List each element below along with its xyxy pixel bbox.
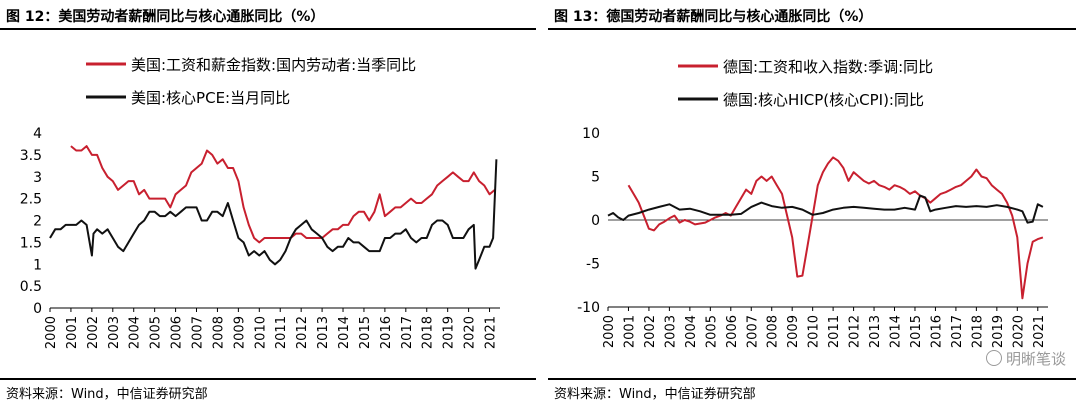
x-tick-label: 2004 (128, 316, 143, 349)
x-tick-label: 2009 (232, 316, 247, 349)
legend-label: 德国:工资和收入指数:季调:同比 (723, 58, 933, 76)
x-tick-label: 2018 (970, 315, 985, 348)
y-tick-label: 3 (33, 170, 42, 186)
x-tick-label: 2014 (889, 315, 904, 348)
x-tick-label: 2013 (868, 315, 883, 348)
y-tick-label: 10 (582, 126, 600, 142)
x-tick-label: 2020 (1011, 315, 1026, 348)
x-tick-label: 2016 (929, 315, 944, 348)
watermark-text: 明晰笔谈 (1005, 350, 1066, 368)
title-rule (548, 28, 1076, 30)
chart-panel-us: 图 12：美国劳动者薪酬同比与核心通胀同比（%） 0 0.5 1 1.5 2 2.5 3 3.… (0, 9, 536, 402)
x-tick-label: 2007 (745, 315, 760, 348)
us-wage-vs-core-pce-chart: 0 0.5 1 1.5 2 2.5 3 3.5 4 2000 2001 2002 2003 2004 200… (20, 56, 500, 349)
y-tick-label: 5 (591, 170, 600, 186)
legend-label: 美国:核心PCE:当月同比 (131, 89, 290, 107)
source-rule (0, 378, 536, 380)
y-tick-label: 1 (33, 257, 42, 273)
y-tick-label: 0 (591, 213, 600, 229)
x-tick-label: 2015 (358, 316, 373, 349)
germany-wage-vs-core-hicp-chart: -10 -5 0 5 10 2000 2001 2002 2003 2004 2005 2006 200… (577, 58, 1048, 348)
x-tick-label: 2016 (379, 316, 394, 349)
wechat-icon (985, 350, 1002, 366)
chart-title: 图 13：德国劳动者薪酬同比与核心通胀同比（%） (554, 9, 873, 25)
x-tick-label: 2017 (400, 316, 415, 349)
x-tick-label: 2014 (337, 316, 352, 349)
x-tick-label: 2003 (107, 316, 122, 349)
x-tick-label: 2021 (484, 316, 499, 349)
x-tick-label: 2009 (786, 315, 801, 348)
series-line-0 (70, 145, 496, 244)
y-tick-label: 4 (33, 126, 42, 142)
x-tick-label: 2005 (704, 315, 719, 348)
x-tick-label: 2010 (253, 316, 268, 349)
x-tick-label: 2000 (602, 315, 617, 348)
x-tick-label: 2004 (684, 315, 699, 348)
source-rule (548, 378, 1076, 380)
x-tick-label: 2017 (950, 315, 965, 348)
source-note: 资料来源：Wind，中信证券研究部 (554, 387, 756, 402)
x-tick-label: 2000 (44, 316, 59, 349)
title-rule (0, 28, 536, 30)
source-note: 资料来源：Wind，中信证券研究部 (6, 387, 208, 402)
x-tick-label: 2006 (170, 316, 185, 349)
x-tick-label: 2012 (295, 316, 310, 349)
series-line-0 (627, 156, 1044, 300)
series-line-1 (49, 159, 498, 270)
x-tick-label: 2002 (643, 315, 658, 348)
x-tick-label: 2021 (1032, 315, 1047, 348)
x-tick-label: 2001 (622, 315, 637, 348)
x-tick-label: 2002 (86, 316, 101, 349)
x-tick-label: 2010 (807, 315, 822, 348)
x-tick-label: 2001 (65, 316, 80, 349)
x-tick-label: 2006 (725, 315, 740, 348)
chart-panel-germany: 图 13：德国劳动者薪酬同比与核心通胀同比（%） -10 -5 0 5 10 2000 20… (548, 0, 1080, 405)
y-tick-label: -5 (586, 257, 600, 273)
y-tick-label: -10 (577, 300, 600, 316)
x-tick-label: 2019 (442, 316, 457, 349)
series-line-1 (607, 194, 1044, 224)
y-tick-label: 3.5 (20, 148, 42, 164)
x-tick-label: 2005 (149, 316, 164, 349)
y-tick-label: 0 (33, 301, 42, 317)
chart-title: 图 12：美国劳动者薪酬同比与核心通胀同比（%） (6, 9, 325, 25)
x-tick-label: 2011 (827, 315, 842, 348)
x-tick-label: 2008 (766, 315, 781, 348)
x-tick-label: 2007 (191, 316, 206, 349)
y-tick-label: 0.5 (20, 279, 42, 295)
y-tick-label: 2.5 (20, 192, 42, 208)
x-tick-label: 2003 (663, 315, 678, 348)
x-tick-label: 2012 (848, 315, 863, 348)
x-tick-label: 2019 (991, 315, 1006, 348)
watermark: 明晰笔谈 (985, 348, 1066, 369)
x-tick-label: 2015 (909, 315, 924, 348)
x-tick-label: 2008 (211, 316, 226, 349)
y-tick-label: 1.5 (20, 235, 42, 251)
legend-label: 美国:工资和薪金指数:国内劳动者:当季同比 (131, 56, 416, 74)
legend-label: 德国:核心HICP(核心CPI):同比 (723, 91, 924, 109)
x-tick-label: 2020 (463, 316, 478, 349)
x-tick-label: 2011 (274, 316, 289, 349)
x-tick-label: 2018 (421, 316, 436, 349)
y-tick-label: 2 (33, 214, 42, 230)
x-tick-label: 2013 (316, 316, 331, 349)
